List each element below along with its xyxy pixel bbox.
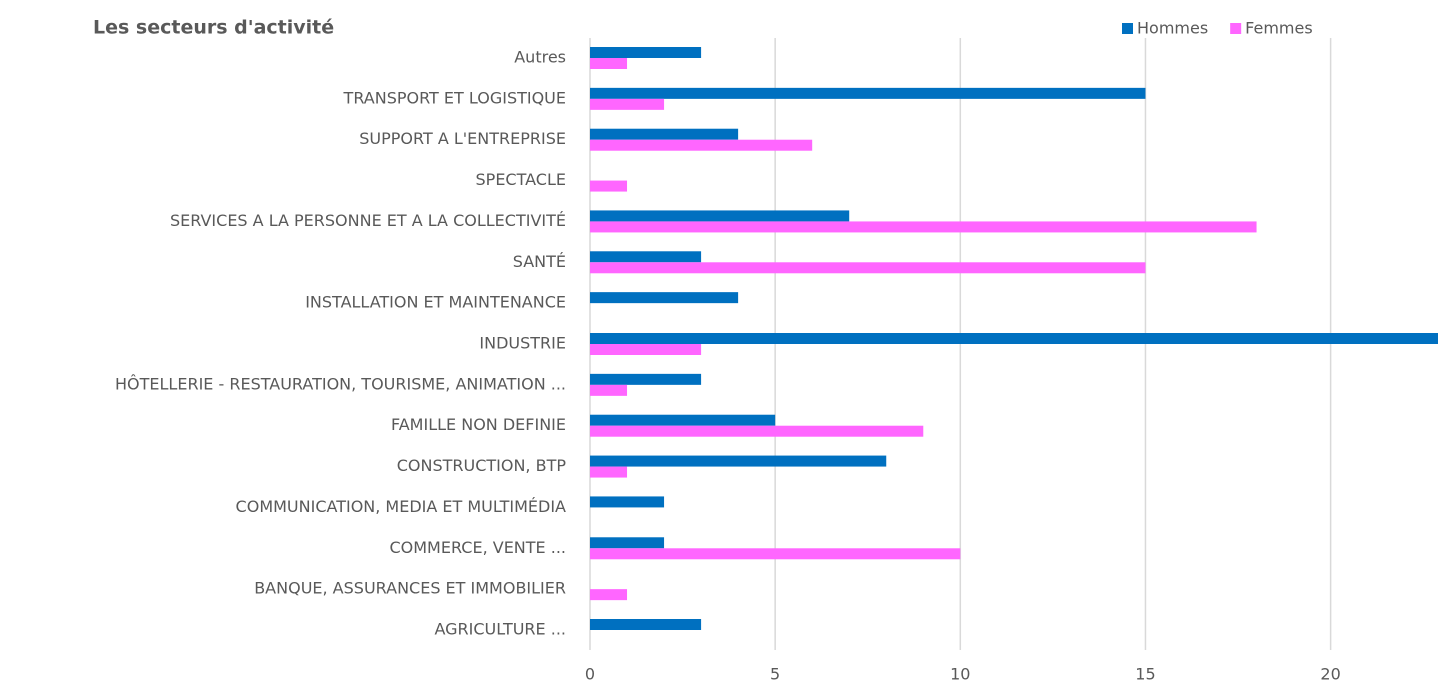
bar <box>590 344 702 355</box>
y-tick-label: TRANSPORT ET LOGISTIQUE <box>343 88 566 107</box>
x-tick-label: 0 <box>585 665 595 684</box>
y-tick-label: SANTÉ <box>513 252 566 271</box>
bar <box>590 373 702 385</box>
y-tick-label: SUPPORT A L'ENTREPRISE <box>359 129 566 148</box>
bar <box>590 87 1146 99</box>
bars <box>590 47 1438 630</box>
y-tick-label: FAMILLE NON DEFINIE <box>391 415 566 434</box>
y-tick-label: SPECTACLE <box>476 170 566 189</box>
y-tick-label: BANQUE, ASSURANCES ET IMMOBILIER <box>254 579 566 598</box>
bar <box>590 384 628 396</box>
chart-title: Les secteurs d'activité <box>93 17 334 39</box>
legend-label: Hommes <box>1137 19 1208 38</box>
bar <box>590 333 1438 344</box>
bar <box>590 589 628 601</box>
x-tick-label: 10 <box>950 665 970 684</box>
y-tick-label: SERVICES A LA PERSONNE ET A LA COLLECTIV… <box>170 211 566 230</box>
x-tick-label: 20 <box>1320 665 1340 684</box>
y-tick-label: COMMERCE, VENTE ... <box>389 538 566 557</box>
bar <box>590 180 628 192</box>
y-tick-label: INDUSTRIE <box>479 334 566 353</box>
bar <box>590 466 628 478</box>
y-tick-label: AGRICULTURE ... <box>434 620 566 639</box>
bar <box>590 251 702 263</box>
bar <box>590 292 739 304</box>
bar <box>590 210 850 222</box>
x-tick-label: 5 <box>770 665 780 684</box>
y-tick-label: CONSTRUCTION, BTP <box>397 456 567 475</box>
bar <box>590 139 813 151</box>
bar <box>590 455 887 467</box>
legend-label: Femmes <box>1245 19 1313 38</box>
bar <box>590 425 924 437</box>
bar <box>590 548 961 560</box>
y-tick-label: INSTALLATION ET MAINTENANCE <box>305 293 566 312</box>
bar <box>590 128 739 140</box>
y-tick-label: Autres <box>514 48 566 67</box>
bar <box>590 619 702 630</box>
bar <box>590 414 776 426</box>
bar <box>590 262 1146 274</box>
bar <box>590 537 665 549</box>
bar <box>590 58 628 69</box>
bar <box>590 221 1257 233</box>
y-tick-label: COMMUNICATION, MEDIA ET MULTIMÉDIA <box>236 497 567 516</box>
bar <box>590 98 665 110</box>
x-tick-label: 15 <box>1135 665 1155 684</box>
legend-swatch <box>1122 23 1133 34</box>
bar <box>590 47 702 58</box>
bar <box>590 496 665 508</box>
legend-swatch <box>1230 23 1242 34</box>
y-tick-label: HÔTELLERIE - RESTAURATION, TOURISME, ANI… <box>115 374 566 393</box>
